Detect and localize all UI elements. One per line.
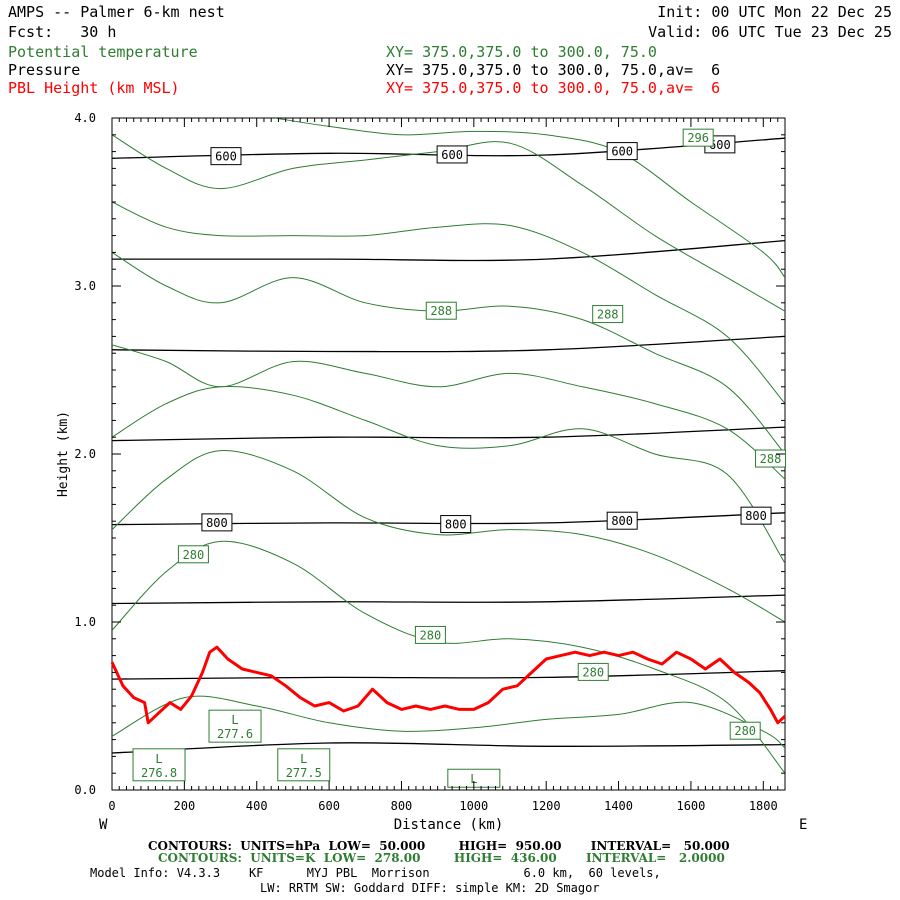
theta-contour-label: 280 <box>414 625 446 644</box>
theta-contour-label-text: 280 <box>582 665 604 679</box>
x-tick-label: 1600 <box>676 799 705 813</box>
theta-contour-label: 288 <box>425 301 457 320</box>
theta-contour-label: 280 <box>577 662 609 681</box>
y-tick-label: 0.0 <box>74 783 96 797</box>
y-tick-label: 3.0 <box>74 279 96 293</box>
pressure-contour-1 <box>112 239 785 262</box>
footer-model-info: Model Info: V4.3.3 KF MYJ PBL Morrison 6… <box>90 866 661 880</box>
pressure-contour-5 <box>112 594 785 605</box>
pressure-contour-label-text: 600 <box>441 148 463 162</box>
theta-contour-label-text: 288 <box>760 452 782 466</box>
pressure-contour-label: 600 <box>210 147 242 166</box>
x-tick-label: 1000 <box>459 799 488 813</box>
theta-low-letter: L <box>155 752 162 766</box>
plot-frame <box>111 117 786 791</box>
field-pressure-xy: XY= 375.0,375.0 to 300.0, 75.0,av= 6 <box>386 61 721 79</box>
x-tick-label: 600 <box>318 799 340 813</box>
x-axis-west-label: W <box>99 817 108 833</box>
valid-time: Valid: 06 UTC Tue 23 Dec 25 <box>648 23 892 41</box>
footer-theta-contours: CONTOURS: UNITS=K LOW= 278.00 HIGH= 436.… <box>158 851 725 865</box>
pressure-contour-label-text: 800 <box>745 509 767 523</box>
theta-contour-label-text: 280 <box>183 548 205 562</box>
x-tick-label: 400 <box>246 799 268 813</box>
x-axis-east-label: E <box>799 817 807 833</box>
field-theta-xy: XY= 375.0,375.0 to 300.0, 75.0 <box>386 43 657 61</box>
x-tick-label: 200 <box>174 799 196 813</box>
x-axis-label: Distance (km) <box>394 817 504 833</box>
pressure-contour-label: 600 <box>606 142 638 161</box>
x-tick-label: 1400 <box>604 799 633 813</box>
theta-contour-3 <box>112 386 785 564</box>
theta-contours <box>112 118 785 774</box>
pressure-contour-3 <box>112 426 785 442</box>
theta-low-value: 277.6 <box>217 727 253 741</box>
footer-pressure-contours: CONTOURS: UNITS=hPa LOW= 50.000 HIGH= 95… <box>148 839 730 853</box>
theta-contour-4 <box>112 344 785 480</box>
theta-contour-label-text: 296 <box>687 131 709 145</box>
field-pressure-label: Pressure <box>8 61 81 79</box>
y-tick-label: 2.0 <box>74 447 96 461</box>
theta-low-value: 277.5 <box>286 766 322 780</box>
y-tick-label: 1.0 <box>74 615 96 629</box>
pbl-height-line <box>110 645 787 725</box>
theta-contour-label: 288 <box>755 449 787 468</box>
pressure-contour-label: 800 <box>740 506 772 525</box>
pressure-contour-label-text: 800 <box>445 518 467 532</box>
theta-contour-2 <box>112 450 785 623</box>
theta-contour-6 <box>112 201 785 404</box>
pressure-contour-label-text: 800 <box>206 516 228 530</box>
init-time: Init: 00 UTC Mon 22 Dec 25 <box>657 3 892 21</box>
theta-low-letter: L <box>231 713 238 727</box>
theta-contour-label-text: 280 <box>420 628 442 642</box>
pressure-contour-6 <box>112 670 785 680</box>
pressure-contour-label-text: 600 <box>709 138 731 152</box>
field-pbl-label: PBL Height (km MSL) <box>8 79 180 97</box>
contour-labels: 600 600 600 600 800 800 800 800 296 288 288 288 280 2… <box>177 128 787 740</box>
y-tick-label: 4.0 <box>74 111 96 125</box>
axis-ticks: 0 200 400 600 800 1000 1200 1400 1600 1800 0.0 1.0 2… <box>74 111 786 813</box>
field-theta-label: Potential temperature <box>8 43 198 61</box>
x-tick-label: 1800 <box>749 799 778 813</box>
pressure-contour-label: 600 <box>436 145 468 164</box>
model-title: AMPS -- Palmer 6-km nest <box>8 3 225 21</box>
x-tick-label: 0 <box>108 799 115 813</box>
pressure-contour-label-text: 600 <box>611 145 633 159</box>
theta-low-value: 276.8 <box>141 766 177 780</box>
theta-contour-label: 280 <box>177 545 209 564</box>
theta-contour-5 <box>112 251 785 455</box>
theta-contour-label-text: 280 <box>734 724 756 738</box>
pressure-contour-label-text: 600 <box>215 150 237 164</box>
forecast-hour: Fcst: 30 h <box>8 23 117 41</box>
pressure-contour-label: 800 <box>201 513 233 532</box>
theta-contour-label-text: 288 <box>430 304 452 318</box>
theta-low-letter: L <box>470 772 477 786</box>
x-tick-label: 1200 <box>532 799 561 813</box>
pressure-contour-label: 800 <box>440 515 472 534</box>
pressure-contour-label: 800 <box>606 511 638 530</box>
x-tick-label: 800 <box>391 799 413 813</box>
theta-contour-label: 288 <box>592 305 624 324</box>
footer-physics-info: LW: RRTM SW: Goddard DIFF: simple KM: 2D… <box>260 881 600 895</box>
theta-contour-0 <box>112 695 785 749</box>
pressure-contour-2 <box>112 335 785 353</box>
pbl-height-series <box>110 645 787 725</box>
field-pbl-xy: XY= 375.0,375.0 to 300.0, 75.0,av= 6 <box>386 79 721 97</box>
pressure-contour-label-text: 800 <box>611 514 633 528</box>
theta-contour-8 <box>274 118 785 278</box>
theta-contour-label-text: 288 <box>597 308 619 322</box>
y-axis-label: Height (km) <box>56 411 71 497</box>
pressure-contour-7 <box>112 742 785 754</box>
theta-contour-label: 296 <box>682 128 714 147</box>
pressure-contours <box>112 137 785 754</box>
theta-contour-label: 280 <box>729 721 761 740</box>
theta-low-letter: L <box>300 752 307 766</box>
